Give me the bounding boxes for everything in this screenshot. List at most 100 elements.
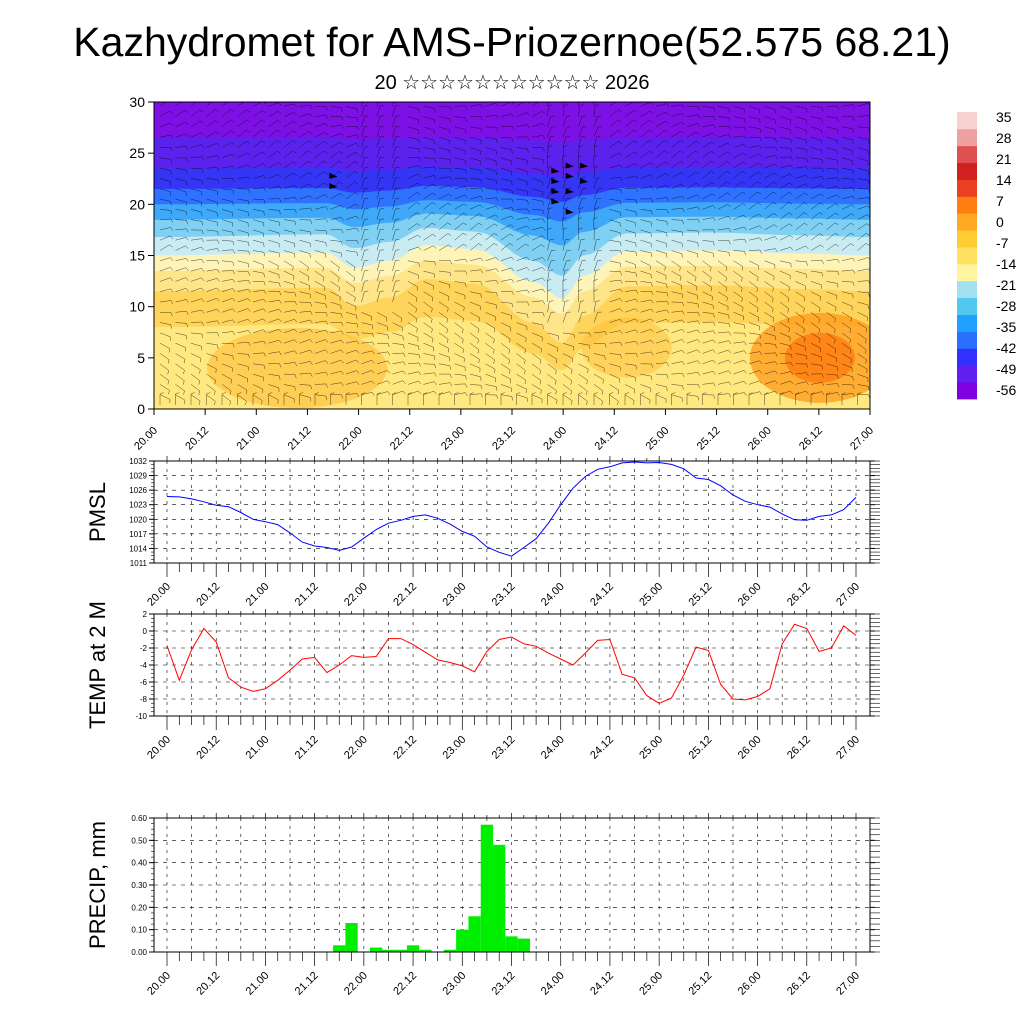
wind-barb [640, 140, 650, 148]
wind-barb-feather [742, 203, 747, 206]
wind-barb-feather [697, 396, 699, 401]
wind-barb-feather [744, 333, 747, 338]
wind-barb [795, 301, 805, 309]
wind-barb [609, 342, 621, 344]
wind-barb [252, 187, 264, 189]
x-tick-label: 24.00 [539, 970, 567, 998]
wind-barb [299, 384, 311, 386]
wind-barb-feather [279, 351, 282, 356]
wind-barb [376, 102, 379, 107]
wind-barb [562, 384, 572, 392]
wind-barb-feather [480, 128, 483, 133]
wind-barb-feather [649, 110, 654, 114]
wind-barb [392, 147, 396, 158]
wind-barb [717, 151, 728, 159]
wind-barb-feather [356, 228, 360, 232]
wind-barb [392, 178, 396, 189]
wind-barb-feather [465, 169, 467, 174]
wind-barb [748, 106, 760, 110]
colorbar-segment [957, 162, 977, 180]
wind-barb-feather [682, 310, 685, 315]
wind-barb [283, 328, 295, 334]
wind-barb-feather [496, 394, 499, 399]
wind-barb [392, 157, 396, 169]
wind-barb [531, 332, 543, 338]
wind-barb [702, 106, 714, 108]
wind-barb [624, 298, 636, 303]
wind-barb [795, 166, 807, 169]
wind-barb-feather [371, 325, 374, 330]
wind-barb-feather [593, 278, 598, 281]
wind-barb-feather [620, 177, 623, 181]
wind-barb [562, 136, 566, 148]
wind-barb [454, 157, 466, 161]
wind-barb [175, 228, 187, 231]
wind-barb [795, 312, 805, 320]
wind-barb-feather [494, 369, 496, 374]
wind-barb-feather [294, 301, 297, 306]
precip-grid [154, 818, 870, 952]
wind-barb-feather [232, 355, 234, 360]
wind-barb [252, 260, 264, 265]
wind-barb-feather [446, 339, 449, 344]
wind-barb-feather [821, 159, 824, 164]
wind-barb-feather [247, 318, 251, 323]
wind-barb-feather [821, 118, 823, 123]
wind-barb [516, 124, 528, 128]
wind-barb-feather [728, 134, 732, 138]
wind-barb [841, 243, 851, 251]
wind-barb-feather [168, 348, 170, 353]
wind-barb [500, 384, 512, 389]
wind-barb [779, 312, 790, 319]
wind-barb-feather [635, 199, 638, 204]
wind-barb-feather [185, 121, 189, 125]
wind-barb [547, 239, 551, 251]
wind-barb [469, 312, 480, 318]
wind-barb-feather [511, 256, 515, 261]
wind-barb [717, 381, 729, 385]
wind-barb [655, 260, 666, 267]
wind-barb-feather [310, 361, 313, 365]
wind-barb-feather [837, 283, 839, 288]
wind-barb [655, 130, 665, 138]
colorbar-label: -28 [996, 298, 1016, 314]
wind-barb [299, 260, 309, 268]
wind-barb-feather [681, 319, 685, 324]
wind-barb-feather [337, 267, 340, 272]
wind-barb-feather [666, 197, 670, 202]
wind-barb-feather [834, 222, 839, 225]
wind-barb-feather [578, 94, 582, 96]
wind-barb-feather [469, 392, 474, 395]
wind-barb-feather [619, 152, 623, 156]
wind-barb-feather [310, 373, 313, 377]
wind-barb-feather [463, 243, 467, 247]
wind-barb [516, 384, 527, 390]
wind-barb-feather [540, 390, 542, 395]
wind-barb [252, 298, 264, 303]
wind-barb [733, 281, 743, 289]
wind-barb-feather [666, 350, 670, 355]
wind-barb [578, 198, 582, 210]
wind-barb [810, 353, 822, 358]
wind-barb [640, 239, 652, 244]
wind-barb-feather [511, 291, 514, 295]
wind-barb-feather [465, 178, 468, 182]
precip-axis-title: PRECIP, mm [85, 821, 110, 949]
wind-barb-feather [417, 173, 422, 178]
wind-barb [779, 332, 791, 338]
wind-barb-feather [586, 401, 588, 406]
wind-barb [252, 151, 263, 159]
wind-barb [454, 291, 465, 296]
wind-barb-feather [555, 359, 558, 364]
wind-barb-feather [526, 191, 529, 196]
wind-barb-feather [549, 269, 554, 271]
wind-barb [314, 394, 326, 397]
wind-barb-feather [609, 392, 614, 395]
wind-barb [531, 363, 541, 371]
wind-barb [686, 140, 697, 148]
wind-barb [345, 312, 357, 316]
wind-barb [423, 116, 435, 120]
wind-barb [624, 187, 636, 189]
wind-barb-feather [387, 343, 390, 348]
wind-barb-feather [725, 287, 728, 292]
